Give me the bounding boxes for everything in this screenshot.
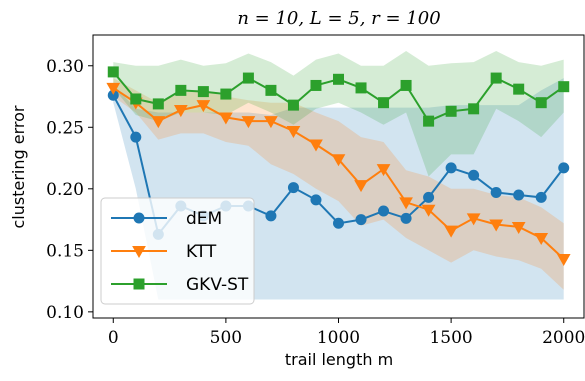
point-dem [378, 205, 390, 217]
point-ktt [173, 105, 188, 118]
y-tick-label: 0.10 [46, 303, 84, 323]
point-gkv-st [197, 86, 209, 98]
point-gkv-st [107, 66, 119, 78]
point-dem [558, 162, 570, 174]
y-tick-label: 0.15 [46, 241, 84, 261]
point-dem [265, 210, 277, 222]
point-dem [310, 194, 322, 206]
legend-marker-dem [133, 212, 145, 224]
legend-box [100, 197, 255, 305]
band-gkv-st [113, 51, 564, 177]
point-gkv-st [423, 115, 435, 127]
x-tick-label: 1000 [317, 328, 360, 348]
point-gkv-st [513, 83, 525, 95]
point-gkv-st [152, 98, 164, 110]
point-ktt [196, 100, 211, 113]
x-axis-label: trail length m [285, 350, 393, 369]
y-axis-label: clustering error [9, 105, 28, 228]
point-gkv-st [175, 84, 187, 96]
point-gkv-st [355, 82, 367, 94]
point-dem [490, 186, 502, 198]
point-ktt [241, 116, 256, 129]
y-tick-label: 0.20 [46, 180, 84, 200]
point-ktt [106, 82, 121, 95]
point-ktt [399, 197, 413, 210]
point-ktt [219, 112, 233, 125]
x-tick-label: 1500 [429, 328, 472, 348]
point-dem [400, 212, 412, 224]
point-ktt [511, 221, 526, 234]
chart-title: n = 10, L = 5, r = 100 [237, 8, 440, 29]
point-gkv-st [220, 88, 232, 100]
point-dem [333, 217, 344, 229]
y-tick-label: 0.30 [46, 57, 84, 77]
x-tick-label: 500 [210, 328, 242, 348]
legend-marker-gkv-st [133, 278, 145, 290]
point-ktt [331, 154, 346, 167]
point-gkv-st [310, 79, 322, 91]
point-ktt [534, 233, 549, 246]
legend-label-gkv-st: GKV-ST [186, 275, 249, 295]
point-gkv-st [535, 97, 547, 109]
point-gkv-st [287, 99, 299, 111]
point-gkv-st [333, 73, 344, 85]
point-ktt [151, 116, 166, 129]
point-gkv-st [400, 79, 412, 91]
point-gkv-st [265, 84, 277, 96]
point-ktt [556, 253, 571, 266]
axes: 0 500 1000 1500 2000 0.10 0.15 0.20 0.25 0.30 [46, 34, 585, 348]
point-gkv-st [445, 105, 457, 117]
point-ktt [264, 116, 278, 129]
point-ktt [466, 213, 481, 226]
point-ktt [489, 219, 504, 232]
legend-label-ktt: KTT [186, 242, 217, 262]
point-gkv-st [242, 72, 254, 84]
point-ktt [286, 125, 301, 138]
x-tick-label: 0 [108, 328, 119, 348]
point-gkv-st [558, 81, 570, 93]
point-gkv-st [490, 72, 502, 84]
x-tick-label: 2000 [542, 328, 585, 348]
point-ktt [376, 164, 391, 177]
point-ktt [444, 225, 458, 238]
point-dem [423, 191, 435, 203]
legend: dEM KTT GKV-ST [100, 197, 255, 305]
point-dem [445, 162, 457, 174]
point-dem [513, 189, 525, 201]
point-gkv-st [130, 93, 142, 105]
point-gkv-st [378, 97, 390, 109]
point-dem [287, 182, 299, 194]
point-dem [355, 214, 367, 226]
point-ktt [421, 204, 436, 217]
point-dem [468, 169, 480, 181]
point-ktt [309, 139, 323, 152]
point-dem [535, 191, 547, 203]
legend-marker-ktt [132, 246, 146, 259]
point-ktt [354, 180, 368, 193]
y-tick-label: 0.25 [46, 118, 84, 138]
legend-label-dem: dEM [186, 209, 222, 229]
point-gkv-st [468, 103, 480, 115]
point-dem [130, 131, 142, 143]
